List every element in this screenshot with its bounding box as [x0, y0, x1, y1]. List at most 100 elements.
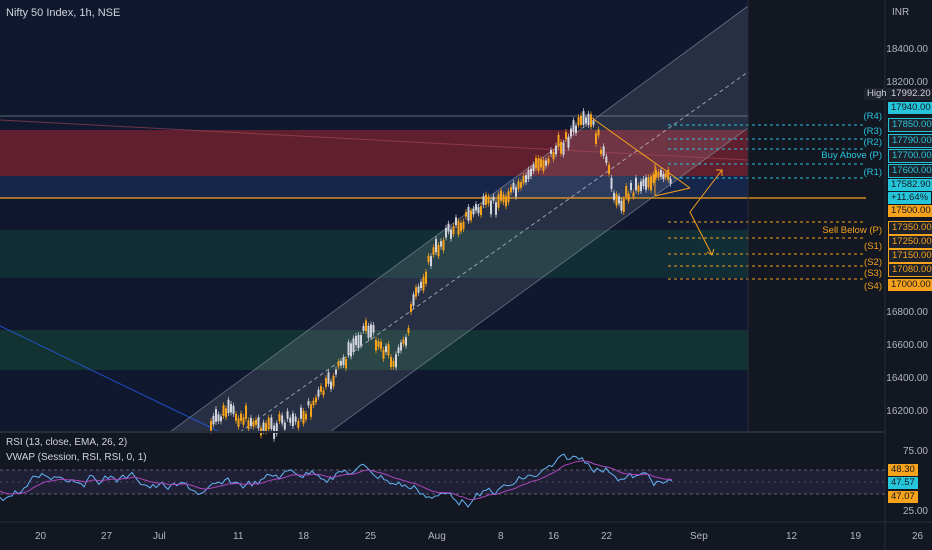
pivot-price-tag: 17500.00	[888, 205, 932, 217]
candle-body	[485, 194, 487, 205]
candle-body	[420, 281, 422, 289]
candle-body	[255, 419, 257, 425]
candle-body	[492, 196, 495, 201]
candle-body	[462, 221, 465, 230]
candle-body	[402, 339, 405, 344]
high-label: High	[864, 88, 890, 100]
candle-body	[565, 132, 567, 140]
candle-body	[352, 338, 355, 353]
candle-body	[357, 334, 360, 349]
candle-body	[542, 160, 545, 172]
candle-body	[552, 152, 555, 160]
candle-body	[377, 341, 380, 347]
trend-line-red	[0, 119, 749, 161]
date-tick: Sep	[690, 531, 708, 542]
candle-body	[267, 417, 270, 430]
candle-body	[550, 149, 552, 154]
candle-body	[460, 222, 462, 232]
sell-below-label: Sell Below (P)	[822, 225, 882, 236]
candle-body	[445, 227, 447, 238]
candle-body	[575, 125, 577, 133]
candle-body	[289, 417, 292, 423]
candle-body	[605, 156, 608, 163]
candle-body	[632, 192, 635, 197]
buy-above-label: Buy Above (P)	[821, 150, 882, 161]
candle-body	[567, 136, 570, 148]
candle-body	[610, 177, 613, 189]
candle-body	[572, 120, 575, 133]
r3-label: (R3)	[863, 126, 882, 137]
candle-body	[227, 399, 230, 414]
candle-body	[412, 294, 415, 306]
candle-body	[527, 169, 530, 180]
candle-body	[655, 169, 657, 178]
candle-body	[385, 346, 387, 353]
candle-body	[647, 177, 650, 188]
candle-body	[547, 158, 550, 164]
candle-body	[215, 409, 217, 422]
r4-price-tag: 17940.00	[888, 102, 932, 114]
candle-body	[475, 204, 477, 211]
candle-body	[325, 378, 327, 387]
candle-body	[235, 414, 237, 421]
candle-body	[582, 111, 585, 125]
candle-body	[455, 217, 457, 226]
candle-body	[347, 342, 350, 356]
date-tick: 8	[498, 531, 504, 542]
candle-body	[210, 421, 212, 431]
candlesticks	[210, 108, 672, 442]
candle-body	[613, 192, 615, 200]
candle-body	[330, 381, 332, 390]
candle-body	[515, 187, 517, 197]
candle-body	[447, 223, 450, 232]
candle-body	[230, 403, 232, 413]
rsi-tag-upper: 48.30	[888, 464, 918, 476]
sell-below-price-tag: 17350.00	[888, 221, 932, 235]
candle-body	[627, 193, 630, 201]
candle-body	[320, 386, 322, 392]
candle-body	[525, 175, 527, 183]
rsi-indicator-title[interactable]: RSI (13, close, EMA, 26, 2)	[6, 437, 128, 448]
rsi-tick: 25.00	[902, 506, 928, 517]
symbol-title[interactable]: Nifty 50 Index, 1h, NSE	[6, 7, 121, 19]
candle-body	[283, 422, 286, 430]
date-tick: 20	[35, 531, 47, 542]
candle-body	[570, 128, 572, 137]
candle-body	[417, 286, 420, 293]
price-tick: 16800.00	[886, 307, 928, 318]
candle-body	[537, 158, 540, 171]
r1-price-tag: 17600.00	[888, 164, 932, 178]
s1-label: (S1)	[864, 241, 882, 252]
candle-body	[247, 420, 250, 429]
candle-body	[262, 422, 265, 431]
candle-body	[222, 405, 225, 416]
date-tick: 11	[233, 531, 244, 542]
candle-body	[560, 141, 562, 154]
candle-body	[585, 117, 587, 124]
candle-body	[382, 349, 385, 359]
candle-body	[286, 411, 289, 419]
candle-body	[315, 397, 317, 403]
candle-body	[212, 415, 215, 425]
candle-body	[622, 199, 625, 213]
candle-body	[540, 159, 542, 168]
candle-body	[630, 182, 632, 191]
candle-body	[427, 255, 430, 263]
candle-body	[360, 335, 362, 346]
r3-price-tag: 17850.00	[888, 118, 932, 132]
s3-price-tag: 17080.00	[888, 263, 932, 277]
candle-body	[615, 194, 618, 206]
candle-body	[395, 354, 397, 368]
candle-body	[557, 134, 560, 147]
s2-label: (S2)	[864, 257, 882, 268]
candle-body	[600, 149, 602, 155]
candle-body	[410, 304, 412, 313]
candle-body	[240, 413, 242, 421]
candle-body	[640, 181, 642, 191]
candle-body	[242, 417, 245, 425]
candle-body	[507, 191, 510, 203]
candle-body	[310, 404, 312, 417]
candle-body	[365, 320, 367, 332]
vwap-indicator-title[interactable]: VWAP (Session, RSI, RSI, 0, 1)	[6, 452, 147, 463]
